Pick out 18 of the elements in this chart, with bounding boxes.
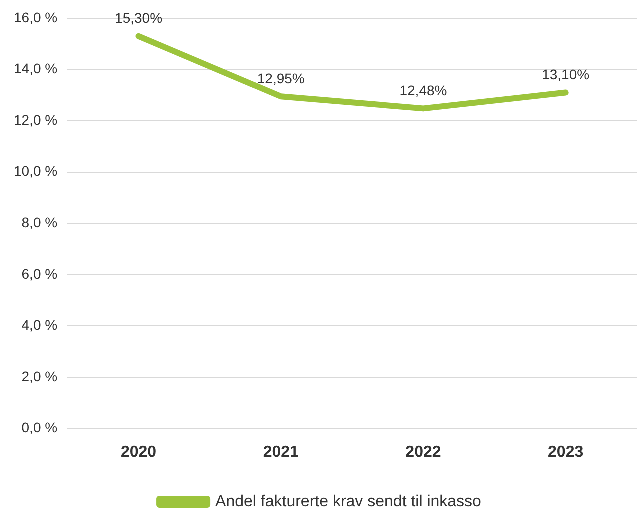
x-tick-label: 2021 [263,444,300,461]
y-tick-label: 12,0 % [14,112,58,128]
y-tick-label: 6,0 % [22,266,58,282]
x-tick-label: 2023 [548,444,584,461]
y-tick-label: 4,0 % [22,317,58,334]
y-tick-label: 10,0 % [14,163,58,180]
legend-label: Andel fakturerte krav sendt til inkasso [216,493,482,510]
x-tick-label: 2022 [406,444,442,461]
data-label: 15,30% [115,10,163,26]
data-label: 13,10% [542,66,590,83]
y-tick-label: 16,0 % [14,9,58,26]
data-label: 12,95% [257,70,305,86]
data-label: 12,48% [400,82,448,99]
y-tick-label: 2,0 % [22,368,58,384]
x-tick-label: 2020 [120,444,157,461]
y-tick-label: 0,0 % [22,420,58,436]
y-tick-label: 14,0 % [14,60,58,77]
y-tick-label: 8,0 % [22,214,58,230]
